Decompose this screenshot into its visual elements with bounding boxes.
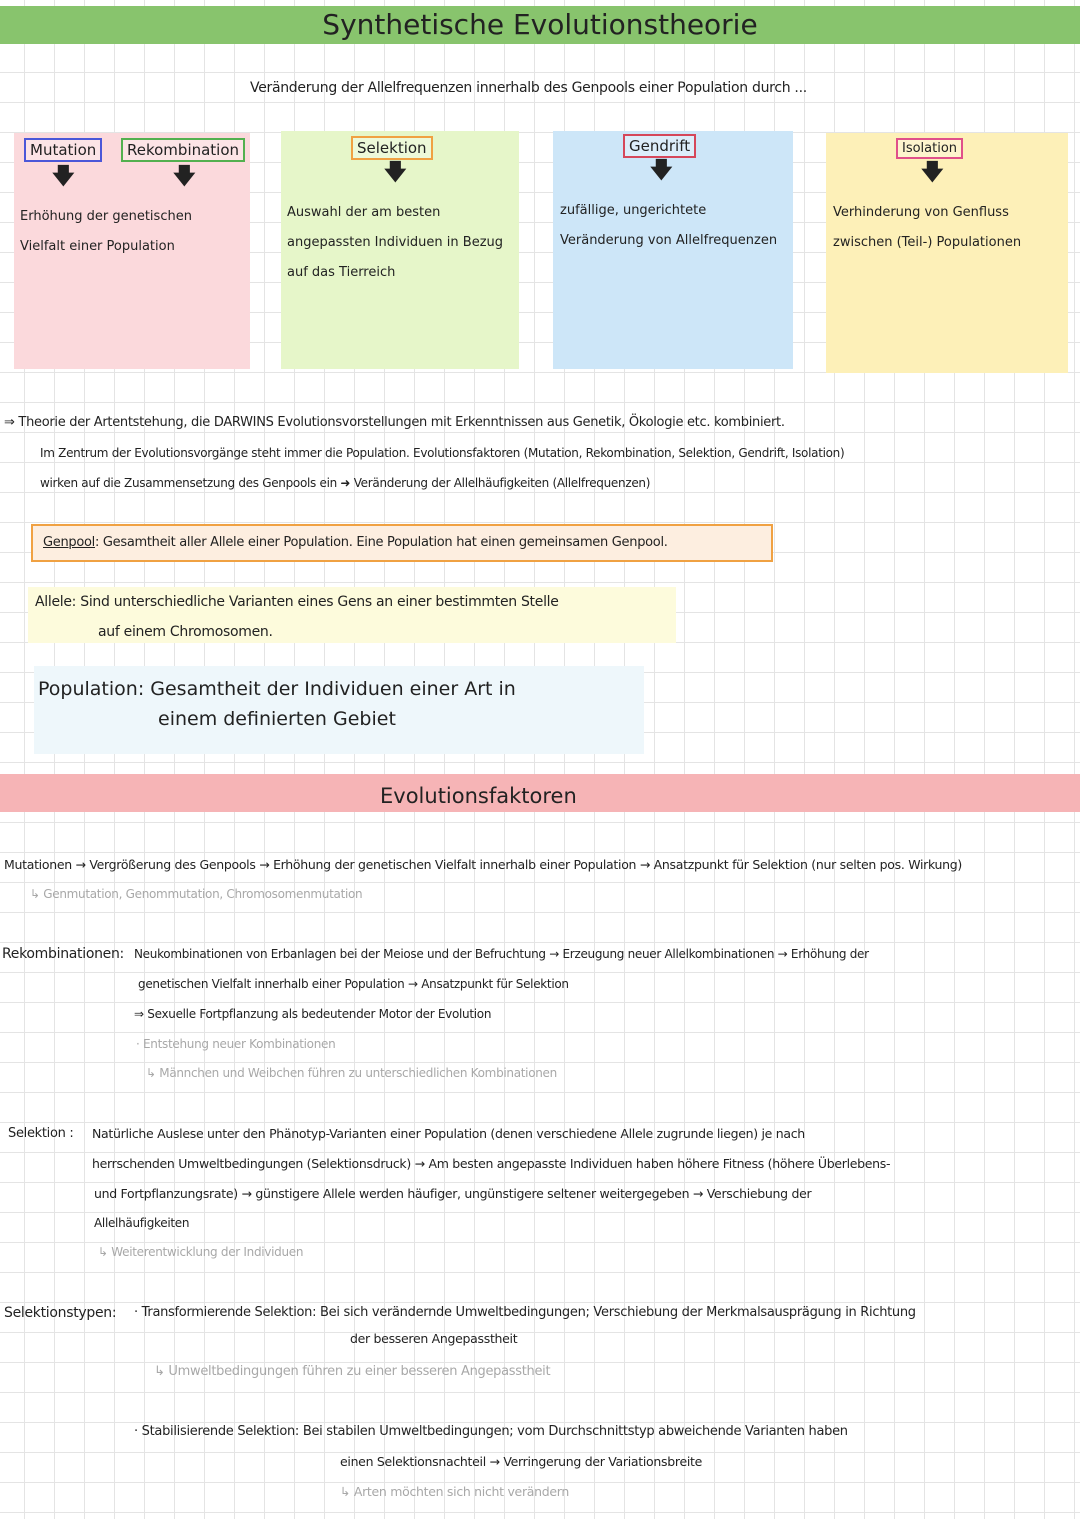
selektion-line-1: Natürliche Auslese unter den Phänotyp-Va… xyxy=(92,1126,805,1141)
theory-line-2: Im Zentrum der Evolutionsvorgänge steht … xyxy=(40,446,845,460)
transformierende-line-2: der besseren Angepasstheit xyxy=(350,1331,518,1346)
stabilisierende-line-1: · Stabilisierende Selektion: Bei stabile… xyxy=(134,1424,848,1439)
transformierende-line-1: · Transformierende Selektion: Bei sich v… xyxy=(134,1305,916,1320)
selektion-line-2: herrschenden Umweltbedingungen (Selektio… xyxy=(92,1156,891,1171)
gendrift-label: Gendrift xyxy=(623,134,697,158)
arrow-down-icon: 🡇 xyxy=(52,164,75,189)
mutationen-note: ↳ Genmutation, Genommutation, Chromosome… xyxy=(30,887,363,901)
allele-line-2: auf einem Chromosomen. xyxy=(98,624,273,640)
selektion-line-4: Allelhäufigkeiten xyxy=(94,1216,190,1230)
allele-line-1: Allele: Sind unterschiedliche Varianten … xyxy=(35,594,559,610)
page-title: Synthetische Evolutionstheorie xyxy=(322,8,758,41)
mutation-label: Mutation xyxy=(24,138,103,162)
section-band xyxy=(0,774,1080,812)
rekombinationen-line-3: ⇒ Sexuelle Fortpflanzung als bedeutender… xyxy=(134,1007,492,1021)
selektion-line-3: und Fortpflanzungsrate) → günstigere All… xyxy=(94,1186,812,1201)
theory-line-3: wirken auf die Zusammensetzung des Genpo… xyxy=(40,476,651,490)
arrow-down-icon: 🡇 xyxy=(173,164,196,189)
genpool-text: : Gesamtheit aller Allele einer Populati… xyxy=(94,535,668,550)
rekombinationen-line-1: Neukombinationen von Erbanlagen bei der … xyxy=(134,947,869,961)
isolation-box xyxy=(826,133,1068,373)
allele-definition xyxy=(28,587,676,643)
isolation-label: Isolation xyxy=(896,138,964,159)
arrow-down-icon: 🡇 xyxy=(384,160,407,185)
selektion-section-label: Selektion : xyxy=(8,1126,74,1141)
arrow-down-icon: 🡇 xyxy=(650,158,673,183)
stabilisierende-note: ↳ Arten möchten sich nicht verändern xyxy=(340,1484,570,1499)
rekombinationen-note-2: ↳ Männchen und Weibchen führen zu unters… xyxy=(146,1066,557,1080)
selektionstypen-label: Selektionstypen: xyxy=(4,1305,117,1321)
mutationen-line: Mutationen → Vergrößerung des Genpools →… xyxy=(4,857,963,872)
genpool-term: Genpool xyxy=(43,535,95,550)
selektion-text: Auswahl der am besten angepassten Indivi… xyxy=(287,205,504,280)
stabilisierende-line-2: einen Selektionsnachteil → Verringerung … xyxy=(340,1454,702,1469)
selektion-box xyxy=(281,131,519,369)
theory-line-1: ⇒ Theorie der Artentstehung, die DARWINS… xyxy=(4,415,785,430)
population-line-1: Population: Gesamtheit der Individuen ei… xyxy=(38,678,516,700)
mutation-text: Erhöhung der genetischen Vielfalt einer … xyxy=(20,209,192,254)
subtitle: Veränderung der Allelfrequenzen innerhal… xyxy=(250,80,807,96)
selektion-note: ↳ Weiterentwicklung der Individuen xyxy=(98,1245,304,1259)
selektion-label: Selektion xyxy=(351,136,433,160)
isolation-text: Verhinderung von Genfluss zwischen (Teil… xyxy=(833,205,1022,250)
title-band xyxy=(0,6,1080,44)
mutation-box xyxy=(14,133,250,369)
transformierende-note: ↳ Umweltbedingungen führen zu einer bess… xyxy=(154,1364,551,1379)
rekombinationen-line-2: genetischen Vielfalt innerhalb einer Pop… xyxy=(138,977,569,991)
population-line-2: einem definierten Gebiet xyxy=(158,708,396,730)
gendrift-text: zufällige, ungerichtete Veränderung von … xyxy=(560,203,778,248)
rekombinationen-note-1: · Entstehung neuer Kombinationen xyxy=(136,1037,336,1051)
arrow-down-icon: 🡇 xyxy=(921,160,944,185)
rekombination-label: Rekombination xyxy=(121,138,246,162)
population-definition xyxy=(34,666,644,754)
gendrift-box xyxy=(553,131,793,369)
section-title: Evolutionsfaktoren xyxy=(380,784,577,808)
genpool-definition: Genpool: Gesamtheit aller Allele einer P… xyxy=(31,524,773,562)
rekombinationen-label: Rekombinationen: xyxy=(2,946,124,962)
